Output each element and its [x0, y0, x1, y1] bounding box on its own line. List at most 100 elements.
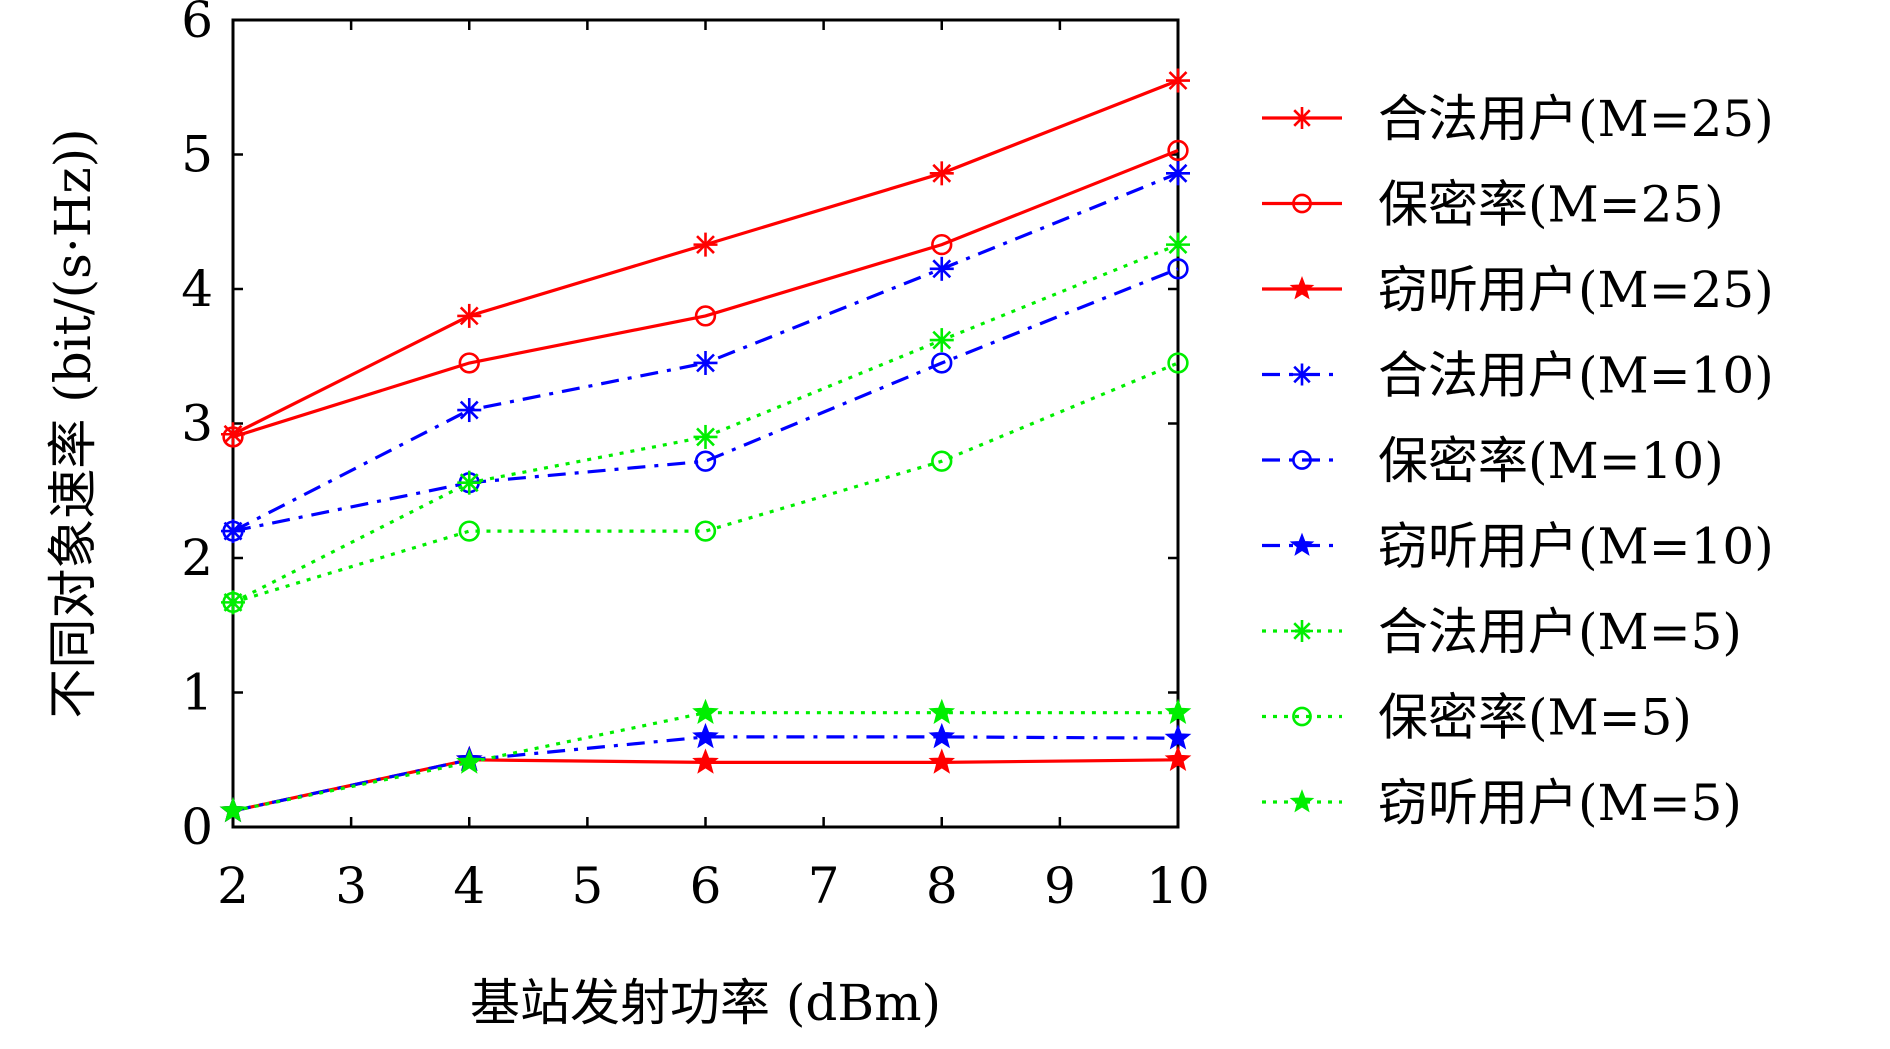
- legend-item: 合法用户(M=10): [1262, 347, 1774, 405]
- legend-item: 保密率(M=10): [1262, 432, 1724, 490]
- series-2: [222, 139, 1189, 448]
- data-point: [931, 450, 953, 472]
- x-tick-label: 6: [690, 857, 722, 915]
- y-tick-label: 6: [181, 0, 213, 49]
- data-point: [928, 748, 956, 774]
- x-axis-title: 基站发射功率 (dBm): [470, 974, 941, 1032]
- series-4: [221, 161, 1190, 544]
- series-line: [232, 149, 1179, 439]
- data-point: [457, 470, 482, 495]
- y-tick-label: 5: [181, 126, 213, 184]
- data-point: [692, 722, 719, 749]
- x-tick-label: 2: [217, 857, 249, 915]
- data-point: [694, 520, 717, 542]
- data-point: [1292, 193, 1312, 214]
- y-tick-label: 2: [181, 529, 213, 587]
- series-1: [221, 68, 1190, 447]
- data-point: [694, 450, 717, 472]
- series-line: [232, 243, 1179, 604]
- legend-item: 窃听用户(M=25): [1262, 261, 1774, 319]
- data-point: [1164, 724, 1192, 750]
- data-point: [222, 426, 244, 448]
- y-axis-title: 不同对象速率 (bit/(s·Hz)): [44, 128, 102, 718]
- data-point: [1166, 68, 1190, 93]
- data-point: [694, 305, 717, 327]
- data-point: [929, 256, 954, 281]
- data-point: [1289, 789, 1315, 813]
- series-line: [232, 735, 1179, 813]
- legend-item: 合法用户(M=5): [1262, 603, 1742, 661]
- y-tick-label: 0: [181, 798, 213, 856]
- data-point: [692, 748, 719, 774]
- legend-label: 合法用户(M=25): [1378, 90, 1774, 148]
- y-tick-label: 1: [181, 664, 213, 722]
- plot-series: [219, 68, 1192, 823]
- data-point: [928, 722, 956, 749]
- legend-label: 窃听用户(M=25): [1378, 261, 1774, 319]
- series-line: [232, 171, 1179, 533]
- legend-item: 窃听用户(M=5): [1262, 774, 1742, 832]
- legend-label: 保密率(M=5): [1378, 689, 1692, 747]
- data-point: [693, 350, 718, 375]
- data-point: [458, 520, 480, 542]
- data-point: [929, 161, 954, 186]
- legend-label: 合法用户(M=10): [1378, 347, 1774, 405]
- data-point: [1167, 258, 1189, 280]
- x-tick-label: 9: [1044, 857, 1076, 915]
- data-point: [1166, 232, 1190, 257]
- x-tick-label: 4: [453, 857, 485, 915]
- data-point: [1164, 698, 1192, 725]
- x-tick-label: 10: [1146, 857, 1210, 915]
- x-tick-label: 7: [808, 857, 840, 915]
- data-point: [928, 698, 956, 725]
- legend-label: 保密率(M=25): [1378, 176, 1724, 234]
- series-5: [222, 258, 1189, 542]
- legend-item: 保密率(M=25): [1262, 176, 1724, 234]
- series-7: [221, 232, 1190, 615]
- data-point: [1291, 107, 1313, 129]
- data-point: [1291, 363, 1313, 386]
- series-9: [219, 698, 1192, 823]
- data-point: [219, 796, 247, 823]
- series-8: [222, 352, 1189, 614]
- data-point: [692, 698, 719, 725]
- legend-label: 保密率(M=10): [1378, 432, 1724, 490]
- x-tick-label: 3: [335, 857, 367, 915]
- y-tick-label: 4: [181, 260, 213, 318]
- data-point: [1167, 139, 1189, 162]
- legend-item: 窃听用户(M=10): [1262, 518, 1774, 576]
- data-point: [929, 328, 954, 353]
- axes: 2 3 4 5 6 7 8 9 10 0 1 2 3 4 5 6: [181, 0, 1210, 915]
- series-3: [219, 745, 1192, 823]
- data-point: [457, 398, 482, 423]
- y-tick-label: 3: [181, 395, 213, 453]
- legend-item: 合法用户(M=25): [1262, 90, 1774, 148]
- data-point: [1289, 532, 1315, 556]
- legend: 合法用户(M=25) 保密率(M=25) 窃听用户(M=25) 合法用户(M=10) 保…: [1262, 90, 1774, 832]
- data-point: [1292, 706, 1312, 727]
- data-point: [931, 352, 953, 374]
- data-point: [458, 352, 480, 374]
- series-line: [232, 79, 1179, 436]
- data-point: [1292, 450, 1312, 470]
- legend-item: 保密率(M=5): [1262, 689, 1692, 747]
- legend-label: 窃听用户(M=5): [1378, 774, 1742, 832]
- legend-label: 窃听用户(M=10): [1378, 518, 1774, 576]
- data-point: [693, 424, 718, 449]
- data-point: [457, 303, 482, 328]
- series-line: [232, 267, 1179, 533]
- x-tick-label: 8: [926, 857, 958, 915]
- data-point: [455, 748, 483, 774]
- legend-label: 合法用户(M=5): [1378, 603, 1742, 661]
- series-line: [232, 361, 1179, 604]
- data-point: [1166, 161, 1190, 186]
- data-point: [1289, 275, 1315, 300]
- data-point: [1167, 352, 1189, 374]
- data-point: [222, 591, 244, 614]
- data-point: [1291, 620, 1313, 642]
- x-tick-label: 5: [571, 857, 603, 915]
- data-point: [931, 233, 953, 256]
- data-point: [693, 232, 718, 257]
- data-point: [1164, 745, 1192, 772]
